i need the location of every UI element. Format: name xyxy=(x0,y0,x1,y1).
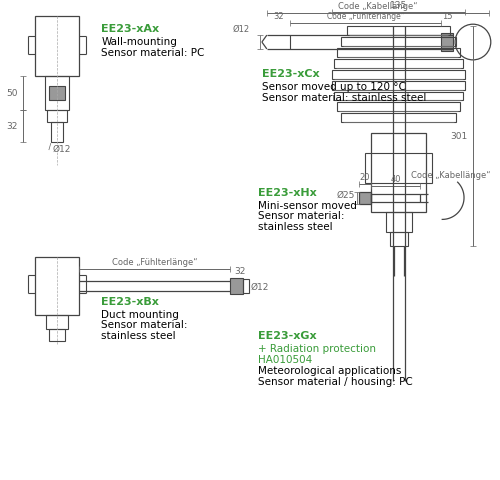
Text: Sensor material:: Sensor material: xyxy=(258,212,344,221)
Text: Mini-sensor moved: Mini-sensor moved xyxy=(258,201,357,211)
Bar xyxy=(371,133,426,213)
Bar xyxy=(230,278,243,294)
Text: Sensor material: PC: Sensor material: PC xyxy=(102,48,204,58)
Bar xyxy=(49,85,64,99)
Bar xyxy=(51,122,62,142)
Text: 301: 301 xyxy=(450,132,468,141)
Text: 50: 50 xyxy=(6,89,18,97)
Bar xyxy=(49,329,64,341)
Bar xyxy=(337,102,460,111)
Text: Ø12: Ø12 xyxy=(233,25,250,34)
Text: 32: 32 xyxy=(7,122,18,131)
Bar xyxy=(341,37,456,46)
Text: EE23-xAx: EE23-xAx xyxy=(102,24,160,34)
Bar xyxy=(371,193,420,202)
Bar xyxy=(47,110,66,122)
Bar xyxy=(365,153,432,183)
Bar xyxy=(441,33,453,51)
Bar xyxy=(332,70,465,79)
Bar xyxy=(45,76,68,110)
Text: Code „Kabellänge“: Code „Kabellänge“ xyxy=(411,171,491,180)
Bar xyxy=(35,257,78,314)
Text: 20: 20 xyxy=(360,173,370,182)
Text: 32: 32 xyxy=(274,12,284,21)
Bar xyxy=(334,59,463,68)
Bar xyxy=(390,232,407,246)
Bar xyxy=(46,314,68,329)
Bar xyxy=(332,81,465,90)
Text: Sensor material:: Sensor material: xyxy=(102,321,188,330)
Text: Meteorological applications: Meteorological applications xyxy=(258,366,402,376)
Text: Ø12: Ø12 xyxy=(251,283,270,292)
Text: + Radiation protection: + Radiation protection xyxy=(258,344,376,354)
Text: stainless steel: stainless steel xyxy=(102,331,176,341)
Bar xyxy=(341,113,456,122)
Bar xyxy=(347,26,450,35)
Text: Code „Fühlterlänge“: Code „Fühlterlänge“ xyxy=(326,12,404,21)
Text: 32: 32 xyxy=(234,267,245,276)
Text: EE23-xCx: EE23-xCx xyxy=(262,69,320,79)
Bar xyxy=(337,48,460,57)
Text: Wall-mounting: Wall-mounting xyxy=(102,37,177,47)
Text: Code „Kabellänge“: Code „Kabellänge“ xyxy=(338,2,417,12)
Text: 40: 40 xyxy=(390,175,401,184)
Text: Sensor material: stainless steel: Sensor material: stainless steel xyxy=(262,93,426,103)
Bar xyxy=(334,92,463,100)
Text: EE23-xBx: EE23-xBx xyxy=(102,297,159,307)
Text: Duct mounting: Duct mounting xyxy=(102,310,179,320)
Bar xyxy=(359,192,371,204)
Text: EE23-xHx: EE23-xHx xyxy=(258,188,316,198)
Text: Code „Fühlterlänge“: Code „Fühlterlänge“ xyxy=(112,258,197,267)
Bar xyxy=(386,213,411,232)
Text: Sensor material / housing: PC: Sensor material / housing: PC xyxy=(258,377,412,387)
Text: stainless steel: stainless steel xyxy=(258,222,332,232)
Text: 135: 135 xyxy=(390,1,407,11)
Text: Ø25: Ø25 xyxy=(336,191,355,200)
Bar xyxy=(35,16,78,76)
Text: Sensor moved up to 120 °C: Sensor moved up to 120 °C xyxy=(262,82,406,92)
Text: EE23-xGx: EE23-xGx xyxy=(258,331,316,341)
Text: 15: 15 xyxy=(442,12,452,21)
Text: Ø12: Ø12 xyxy=(53,145,71,154)
Bar xyxy=(243,279,249,293)
Text: HA010504: HA010504 xyxy=(258,355,312,365)
